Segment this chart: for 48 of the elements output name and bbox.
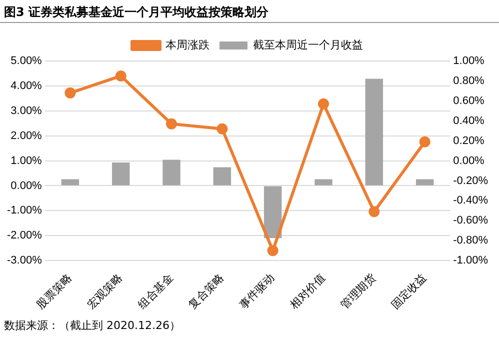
y2-tick-label: -0.60% — [453, 214, 488, 227]
y2-tick-label: 0.40% — [453, 114, 485, 127]
legend-label: 截至本周近一个月收益 — [253, 38, 363, 52]
x-tick-label: 相对价值 — [287, 271, 328, 312]
bar — [314, 179, 332, 186]
point — [368, 206, 380, 218]
bar — [112, 162, 130, 186]
point — [166, 118, 178, 130]
y-tick-label: -1.00% — [6, 204, 42, 217]
x-tick-label: 宏观策略 — [84, 271, 126, 312]
point — [216, 123, 228, 134]
bar — [365, 78, 384, 186]
x-tick-label: 事件驱动 — [236, 271, 278, 312]
y2-tick-label: -1.00% — [453, 254, 488, 267]
y-tick-label: 4.00% — [10, 80, 42, 92]
point — [318, 98, 329, 110]
y-tick-label: 0.00% — [10, 180, 42, 192]
point — [115, 70, 126, 82]
bar — [264, 186, 282, 238]
chart-title: 图3 证券类私募基金近一个月平均收益按策略划分 — [4, 4, 269, 21]
y2-tick-label: -0.40% — [453, 194, 488, 207]
point — [64, 87, 76, 98]
bar — [416, 179, 434, 186]
y2-tick-label: 0.00% — [453, 154, 485, 167]
point — [267, 245, 278, 256]
bar — [61, 179, 80, 186]
legend-label: 本周涨跌 — [166, 38, 210, 52]
y2-tick-label: 1.00% — [453, 55, 485, 68]
y-tick-label: 3.00% — [10, 104, 42, 117]
y-tick-label: -2.00% — [6, 230, 42, 242]
y-tick-label: 5.00% — [10, 55, 42, 68]
bar — [213, 167, 232, 186]
x-tick-label: 复合策略 — [186, 271, 226, 312]
y-tick-label: 2.00% — [10, 130, 42, 142]
y2-tick-label: 0.80% — [453, 74, 485, 87]
y2-tick-label: 0.60% — [453, 94, 485, 107]
y2-tick-label: -0.80% — [453, 234, 488, 247]
x-tick-label: 股票策略 — [34, 272, 74, 312]
source-note: 数据来源：（截止到 2020.12.26） — [4, 318, 180, 333]
y2-tick-label: -0.20% — [453, 174, 488, 187]
x-tick-label: 组合基金 — [135, 271, 176, 312]
bar — [162, 160, 180, 186]
x-tick-label: 管理期货 — [338, 272, 378, 312]
y-tick-label: 1.00% — [10, 154, 42, 167]
x-tick-label: 固定收益 — [388, 271, 430, 312]
y2-tick-label: 0.20% — [453, 134, 485, 147]
point — [419, 136, 430, 148]
y-tick-label: -3.00% — [6, 254, 42, 267]
